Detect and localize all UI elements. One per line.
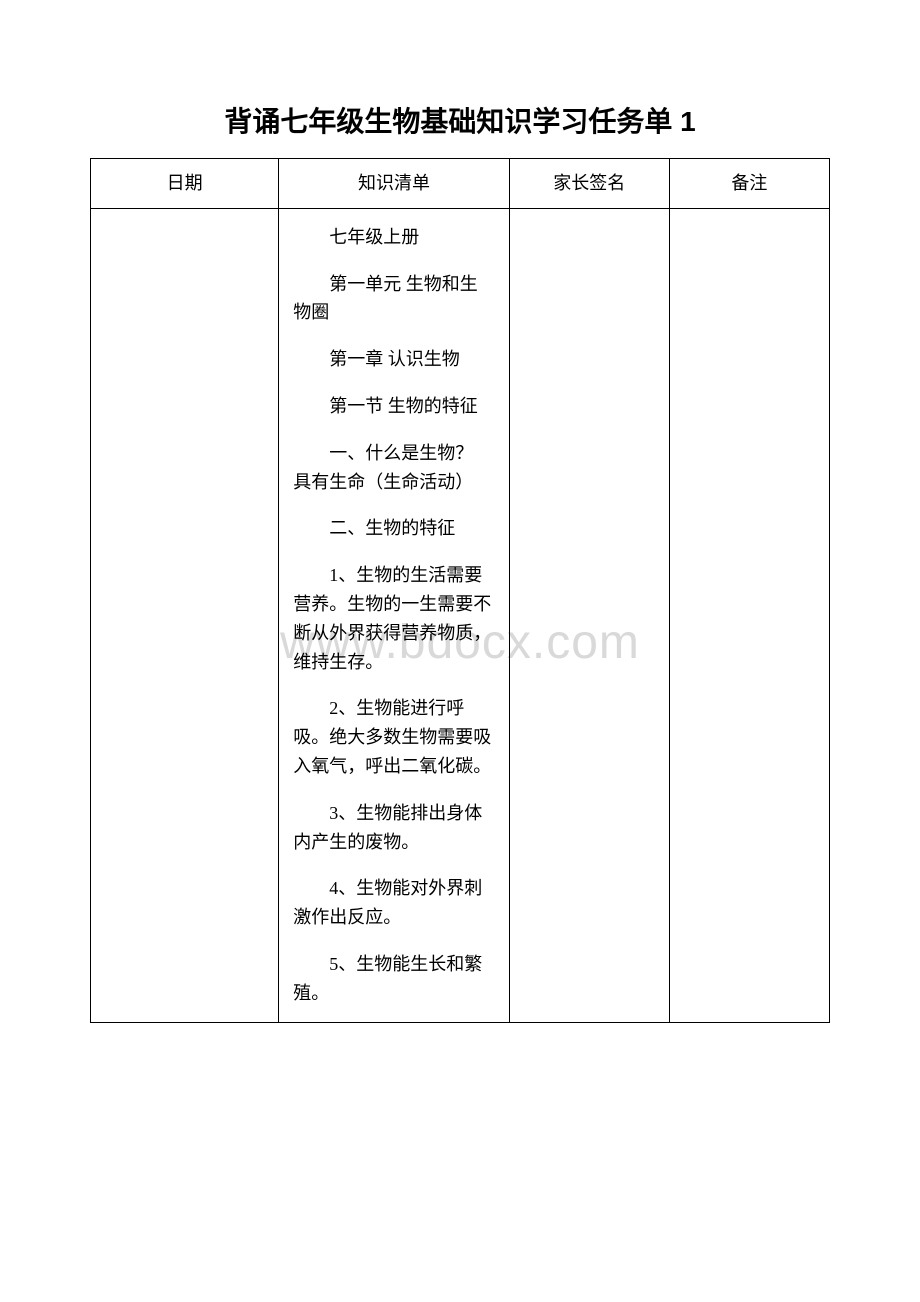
task-table: 日期 知识清单 家长签名 备注 七年级上册 第一单元 生物和生物圈 第一章 认识… [90,158,830,1023]
knowledge-paragraph: 4、生物能对外界刺激作出反应。 [293,874,494,932]
cell-knowledge: 七年级上册 第一单元 生物和生物圈 第一章 认识生物 第一节 生物的特征 一、什… [279,208,509,1022]
knowledge-paragraph: 2、生物能进行呼吸。绝大多数生物需要吸入氧气，呼出二氧化碳。 [293,694,494,780]
knowledge-paragraph: 七年级上册 [293,223,494,252]
table-row: 七年级上册 第一单元 生物和生物圈 第一章 认识生物 第一节 生物的特征 一、什… [91,208,830,1022]
header-note: 备注 [669,159,829,209]
knowledge-paragraph: 3、生物能排出身体内产生的废物。 [293,799,494,857]
page-title: 背诵七年级生物基础知识学习任务单 1 [90,100,830,140]
knowledge-paragraph: 第一章 认识生物 [293,345,494,374]
cell-sign [509,208,669,1022]
knowledge-paragraph: 一、什么是生物？ 具有生命（生命活动） [293,439,494,497]
knowledge-paragraph: 二、生物的特征 [293,514,494,543]
knowledge-paragraph: 第一单元 生物和生物圈 [293,270,494,328]
header-date: 日期 [91,159,279,209]
knowledge-paragraph: 1、生物的生活需要营养。生物的一生需要不断从外界获得营养物质，维持生存。 [293,561,494,676]
cell-note [669,208,829,1022]
table-header-row: 日期 知识清单 家长签名 备注 [91,159,830,209]
knowledge-paragraph: 第一节 生物的特征 [293,392,494,421]
cell-date [91,208,279,1022]
header-sign: 家长签名 [509,159,669,209]
knowledge-paragraph: 5、生物能生长和繁殖。 [293,950,494,1008]
document-page: www.bdocx.com 背诵七年级生物基础知识学习任务单 1 日期 知识清单… [0,0,920,1083]
header-knowledge: 知识清单 [279,159,509,209]
